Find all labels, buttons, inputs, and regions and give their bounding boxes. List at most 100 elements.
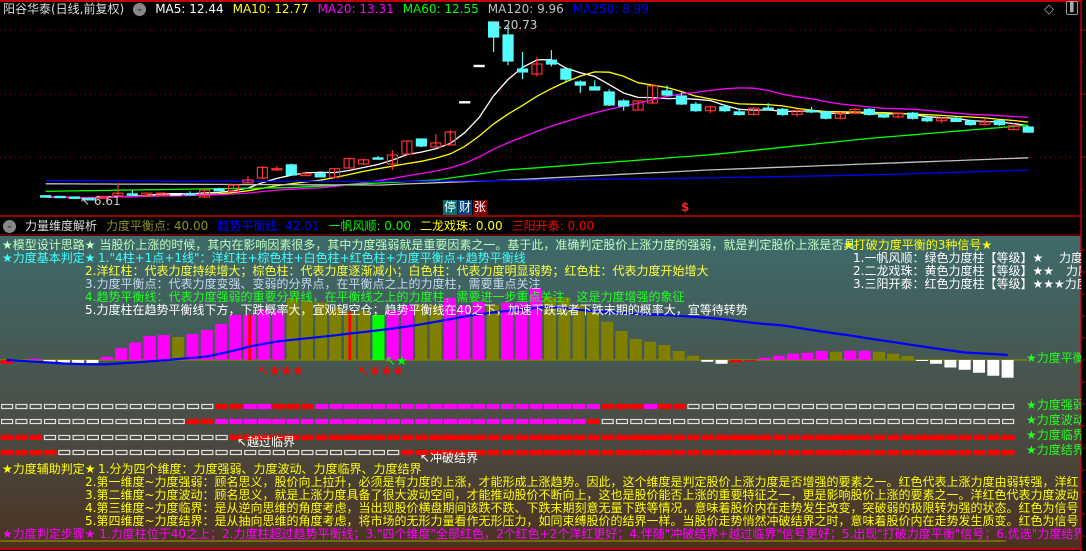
chevron-down-icon[interactable]: ⌄ — [3, 219, 16, 233]
dimension-cell — [129, 434, 142, 441]
tag-suspend[interactable]: 停 — [443, 200, 457, 215]
dimension-cell — [973, 418, 986, 425]
chevron-down-icon[interactable]: ⌄ — [133, 2, 147, 16]
dimension-cell — [172, 434, 185, 441]
dimension-cell — [72, 403, 85, 410]
dimension-cell — [158, 449, 171, 456]
dimension-cell — [830, 450, 843, 455]
dimension-cell — [72, 449, 85, 456]
force-bar — [787, 353, 800, 360]
dimension-cell — [744, 403, 757, 410]
force-bar — [215, 324, 228, 360]
candle — [834, 112, 847, 119]
force-bar — [486, 305, 499, 360]
dimension-cell — [501, 419, 515, 424]
dimension-cell — [301, 449, 314, 456]
candle — [719, 106, 731, 112]
aux-line-5: 5.第四维度~力度结界：是从抽向思维的角度考虑，将市场的无形力量看作无形压力，如… — [85, 514, 1079, 528]
dimension-cell — [243, 404, 257, 409]
dimension-cell — [58, 403, 71, 410]
dimension-cell — [558, 450, 572, 455]
dimension-cell — [630, 418, 643, 425]
dimension-cell — [258, 435, 271, 440]
candle — [993, 120, 1005, 126]
indicator-value: 一帆风顺: 0.00 — [328, 219, 412, 233]
force-bar — [286, 298, 299, 360]
dimension-cell — [86, 434, 100, 441]
dimension-cell — [358, 404, 372, 409]
dimension-cell — [15, 403, 28, 410]
dimension-cell — [358, 419, 372, 424]
dimension-cell — [887, 403, 900, 410]
dimension-cell — [215, 419, 229, 424]
dimension-cell — [644, 435, 658, 440]
dollar-marker-icon[interactable]: $ — [681, 200, 690, 214]
force-bar — [872, 351, 885, 360]
dimension-cell — [730, 418, 743, 425]
force-bar — [901, 356, 914, 360]
aux-line-4: 4.第三维度~力度临界：是从逆向思维的角度考虑，当出现股价横盘期间该跌不跌、下跌… — [85, 501, 1079, 515]
dimension-cell — [258, 404, 271, 409]
tag-finance[interactable]: 财 — [458, 200, 472, 215]
dimension-cell — [0, 450, 14, 455]
dimension-cell — [629, 404, 643, 409]
signals-title: ★打破力度平衡的3种信号★ — [843, 239, 993, 252]
candle — [473, 64, 485, 68]
dimension-cell — [443, 450, 457, 455]
candle — [502, 34, 514, 62]
indicator-value: 三阳开泰: 0.00 — [511, 219, 595, 233]
force-bar — [987, 360, 1000, 376]
dimension-cell — [286, 419, 300, 424]
dimension-cell — [415, 419, 429, 424]
dimension-cell — [115, 449, 128, 456]
candle — [314, 173, 326, 178]
indicator-value: 二龙戏珠: 0.00 — [420, 219, 503, 233]
panel-toggle-icon[interactable]: ▌ — [1066, 1, 1078, 15]
dimension-cell — [186, 449, 200, 456]
dimension-cell — [544, 419, 557, 424]
force-bar — [443, 298, 456, 360]
dimension-cell — [816, 418, 829, 425]
dimension-cell — [358, 449, 371, 456]
dimension-cell — [815, 450, 829, 455]
ma120-line — [45, 157, 1029, 186]
dimension-cell — [101, 418, 114, 425]
dimension-cell — [372, 419, 386, 424]
dimension-cell — [387, 449, 400, 456]
dimension-cell — [215, 404, 229, 409]
tag-rise[interactable]: 张 — [473, 200, 487, 215]
diamond-icon[interactable]: ◇ — [1044, 2, 1054, 17]
dimension-cell — [572, 435, 586, 440]
dimension-cell — [343, 435, 357, 440]
dimension-cell — [915, 435, 929, 440]
dimension-cell — [115, 434, 128, 441]
dimension-cell — [572, 404, 586, 409]
candle — [68, 196, 81, 199]
dimension-cell — [72, 418, 85, 425]
dimension-cell — [672, 450, 686, 455]
dimension-cell — [601, 450, 615, 455]
dimension-cell — [144, 403, 157, 410]
ma-legend-item: MA5: 12.44 — [155, 2, 224, 16]
dimension-cell — [873, 418, 886, 425]
dimension-cell — [258, 449, 271, 456]
dimension-cell — [558, 435, 572, 440]
force-bar — [801, 352, 814, 360]
dimension-cell — [429, 419, 443, 424]
dimension-cell — [930, 418, 943, 425]
dimension-cell — [615, 450, 629, 455]
force-bar — [515, 302, 528, 360]
dimension-cell — [58, 434, 71, 441]
force-bar — [758, 357, 771, 360]
dimension-cell — [915, 450, 929, 455]
dimension-cell — [615, 404, 629, 409]
dimension-cell — [286, 404, 300, 409]
force-bar — [601, 321, 614, 360]
dimension-cell — [186, 419, 200, 424]
force-bar — [572, 305, 585, 360]
dimension-cell — [186, 434, 200, 441]
dimension-cell — [601, 435, 615, 440]
dimension-cell — [787, 435, 801, 440]
dimension-cell — [758, 418, 772, 425]
